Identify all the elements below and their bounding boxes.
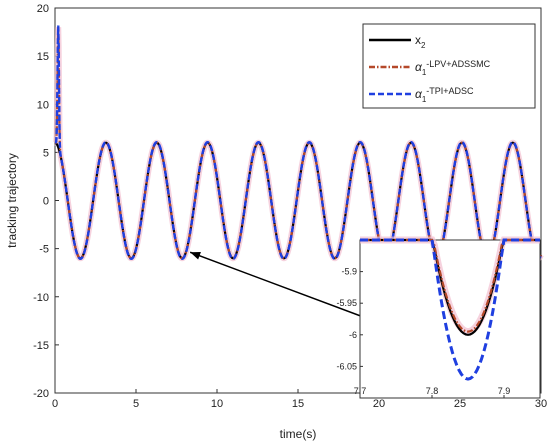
legend-item-lpv-adssmc-symbol: α	[415, 60, 423, 74]
y-tick-label: 0	[43, 196, 49, 208]
y-tick-label: 15	[37, 51, 49, 63]
inset-y-tick-label: -6.05	[336, 361, 357, 371]
series-group	[53, 25, 544, 262]
zoom-arrow-line	[189, 251, 367, 319]
legend-item-tpi-adsc-label: α1-TPI+ADSC	[415, 86, 474, 104]
legend-item-lpv-adssmc-superscript: -LPV+ADSSMC	[426, 59, 490, 69]
x-tick-label: 20	[373, 398, 385, 410]
zoom-arrow-head	[190, 252, 201, 260]
inset-x-tick-label: 7.8	[426, 386, 439, 396]
x-tick-label: 10	[211, 398, 223, 410]
zoom-arrow	[189, 251, 367, 319]
legend-item-tpi-adsc-superscript: -TPI+ADSC	[426, 86, 474, 96]
y-tick-label: -20	[33, 388, 49, 400]
inset-x-tick-label: 7.9	[498, 386, 511, 396]
inset-y-tick-label: -5.9	[341, 267, 357, 277]
inset-y-tick-label: -6	[349, 330, 357, 340]
series-tpi-adsc-line	[54, 25, 543, 261]
inset-frame	[359, 239, 541, 399]
legend-item-lpv-adssmc-label: α1-LPV+ADSSMC	[415, 59, 491, 77]
y-tick-label: -10	[33, 292, 49, 304]
y-tick-label: -15	[33, 340, 49, 352]
y-tick-label: -5	[39, 244, 49, 256]
x-tick-label: 0	[52, 398, 58, 410]
legend-item-x2-symbol: x	[415, 33, 421, 47]
legend-item-tpi-adsc-subscript: 1	[422, 95, 427, 104]
x-tick-label: 25	[454, 398, 466, 410]
legend-item-tpi-adsc-symbol: α	[415, 87, 423, 101]
inset-x-tick-label: 7.7	[354, 386, 367, 396]
inset-y-tick-label: -5.95	[336, 298, 357, 308]
x-tick-label: 5	[133, 398, 139, 410]
inset-zoom: 7.7 7.8 7.9 -5.9 -5.95 -6 -6.05	[336, 236, 541, 399]
x-axis-label: time(s)	[280, 427, 317, 441]
y-tick-label: 5	[43, 147, 49, 159]
x-tick-label: 30	[535, 398, 547, 410]
x-tick-label: 15	[292, 398, 304, 410]
y-tick-label: 20	[37, 3, 49, 15]
legend-item-x2-label: x2	[415, 33, 426, 50]
inset-series-lpv-adssmc-line	[360, 238, 540, 333]
inset-series-tpi-adsc-line	[360, 238, 540, 381]
legend-item-lpv-adssmc-subscript: 1	[422, 68, 427, 77]
y-axis-label: tracking trajectory	[5, 153, 19, 248]
y-tick-label: 10	[37, 99, 49, 111]
legend-item-x2-subscript: 2	[421, 41, 426, 50]
